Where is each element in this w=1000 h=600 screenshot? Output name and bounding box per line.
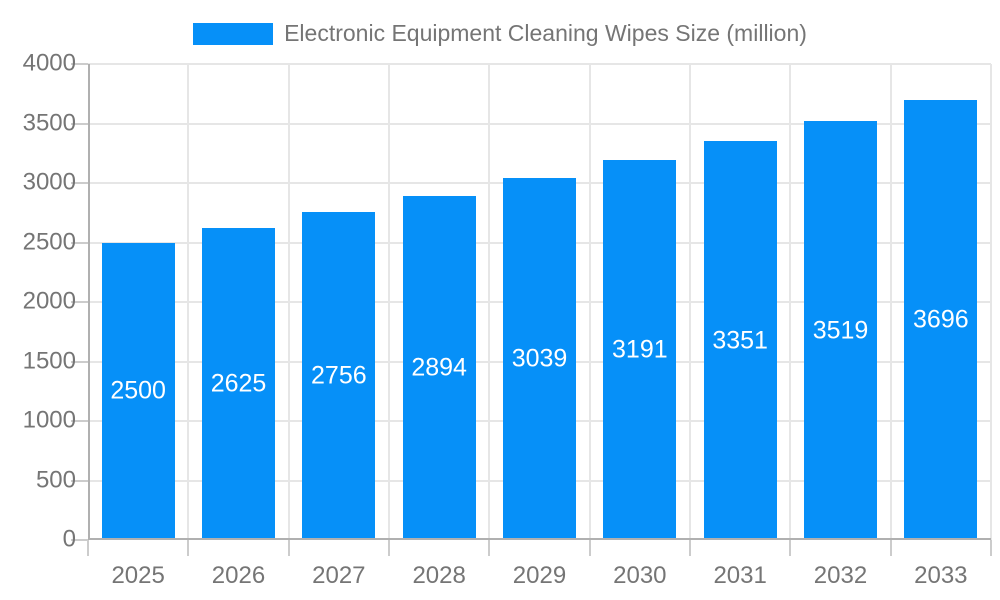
x-tick	[388, 540, 390, 556]
bar: 2625	[202, 227, 275, 540]
h-gridline	[88, 122, 991, 125]
x-tick	[889, 540, 892, 556]
x-tick	[689, 540, 691, 556]
y-tick	[71, 420, 88, 422]
y-axis-tick-label: 1500	[22, 346, 76, 374]
y-axis-tick-label: 3000	[22, 168, 76, 196]
bar-value-label: 2756	[311, 361, 367, 390]
v-gridline	[588, 64, 591, 540]
v-gridline	[789, 64, 792, 540]
y-tick	[71, 479, 88, 482]
x-axis-tick-label: 2032	[813, 562, 868, 589]
v-gridline	[689, 64, 691, 540]
y-tick	[71, 301, 88, 303]
y-tick	[71, 241, 88, 244]
x-axis-tick-label: 2031	[713, 562, 767, 589]
bar-value-label: 3351	[712, 326, 768, 355]
x-tick	[87, 540, 89, 556]
bar-value-label: 3191	[612, 335, 668, 364]
bar-value-label: 2625	[210, 369, 267, 398]
x-axis-tick-label: 2027	[312, 562, 366, 589]
y-tick	[71, 182, 88, 184]
x-axis-tick-label: 2025	[111, 562, 165, 589]
x-tick	[488, 540, 491, 556]
x-axis-line	[88, 538, 991, 540]
x-tick	[990, 540, 992, 556]
bar: 3519	[804, 121, 877, 540]
y-tick	[71, 360, 88, 363]
bar: 3351	[703, 141, 777, 540]
v-gridline	[187, 64, 190, 540]
x-axis-tick-label: 2033	[914, 562, 968, 589]
v-gridline	[488, 64, 491, 540]
y-axis-tick-label: 500	[35, 465, 76, 493]
bar: 2756	[302, 212, 376, 540]
x-axis-tick-label: 2028	[412, 562, 466, 589]
y-axis-tick-label: 2500	[22, 227, 76, 255]
y-axis-tick-label: 4000	[22, 49, 76, 77]
bar-value-label: 2500	[110, 376, 166, 405]
y-axis-line	[88, 64, 90, 540]
x-axis-tick-label: 2030	[613, 562, 667, 589]
bars-group: 2500 2625 2756 2894 3039 3191 3351 3519 3696	[88, 64, 991, 540]
legend-label: Electronic Equipment Cleaning Wipes Size…	[284, 20, 807, 46]
x-tick	[789, 540, 792, 556]
y-axis-tick-label: 1000	[22, 406, 76, 434]
bar: 3191	[603, 160, 677, 540]
x-axis-tick-label: 2026	[211, 562, 266, 589]
chart-legend: Electronic Equipment Cleaning Wipes Size…	[0, 20, 1000, 47]
bar: 2500	[101, 242, 175, 540]
bar-value-label: 3519	[812, 316, 869, 345]
v-gridline	[990, 64, 992, 540]
bar: 3696	[904, 100, 978, 540]
bar: 3039	[503, 178, 576, 540]
x-axis-tick-label: 2029	[512, 562, 567, 589]
plot-area: 2500 2625 2756 2894 3039 3191 3351 3519 3696 0 50…	[23, 49, 992, 589]
y-axis-tick-label: 3500	[22, 108, 76, 136]
v-gridline	[287, 64, 290, 540]
y-tick	[71, 122, 88, 125]
x-tick	[187, 540, 190, 556]
bar-value-label: 3696	[913, 305, 969, 334]
bar-value-label: 2894	[411, 353, 467, 382]
bar-value-label: 3039	[511, 344, 568, 373]
y-axis-tick-label: 2000	[22, 287, 76, 315]
legend-swatch	[193, 22, 274, 45]
y-tick	[71, 63, 88, 65]
bar: 2894	[402, 195, 476, 540]
v-gridline	[889, 64, 892, 540]
y-axis-tick-label: 0	[62, 525, 76, 553]
x-tick	[287, 540, 290, 556]
y-tick	[71, 539, 88, 541]
v-gridline	[388, 64, 390, 540]
h-gridline	[88, 63, 991, 65]
x-tick	[588, 540, 591, 556]
